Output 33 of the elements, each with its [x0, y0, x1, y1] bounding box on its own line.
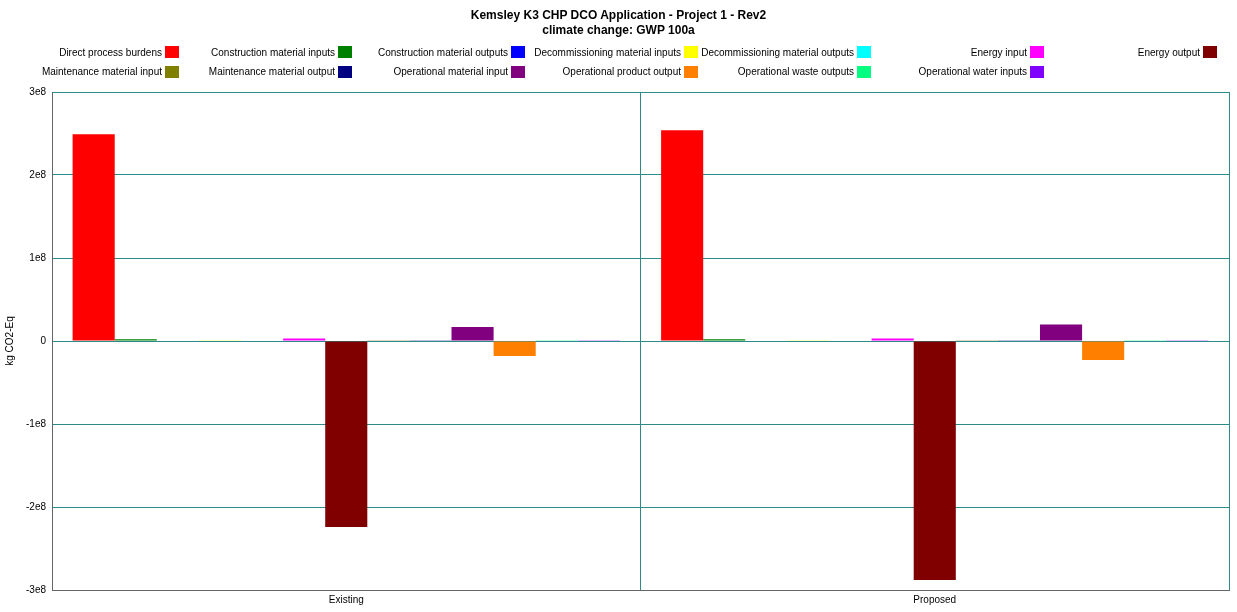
bar: [451, 326, 494, 341]
y-tick-label: 0: [40, 334, 47, 346]
legend-label: Maintenance material input: [41, 66, 162, 78]
bar: [913, 341, 956, 581]
legend-label: Decommissioning material outputs: [701, 46, 854, 58]
chart-subtitle: climate change: GWP 100a: [541, 23, 696, 38]
bar: [661, 130, 704, 341]
legend-label: Operational material input: [393, 66, 508, 78]
legend-label: Decommissioning material inputs: [534, 46, 681, 58]
y-tick-label: 1e8: [29, 251, 47, 263]
legend-label: Operational product output: [562, 66, 681, 78]
legend-label: Direct process burdens: [59, 46, 162, 58]
y-tick-label: -3e8: [26, 583, 47, 595]
legend-label: Energy input: [970, 46, 1027, 58]
bar: [325, 341, 368, 527]
y-tick-label: -1e8: [26, 417, 47, 429]
x-tick-label: Existing: [328, 593, 364, 605]
legend-label: Construction material outputs: [377, 46, 508, 58]
legend-label: Construction material inputs: [211, 46, 335, 58]
legend-label: Energy output: [1137, 46, 1200, 58]
y-tick-label: -2e8: [26, 500, 47, 512]
y-axis-title: kg CO2-Eq: [3, 316, 15, 366]
bar: [1082, 341, 1125, 361]
bar: [1040, 324, 1083, 341]
chart-title: Kemsley K3 CHP DCO Application - Project 1 - Rev2: [469, 8, 768, 23]
bar: [493, 341, 536, 356]
y-tick-label: 3e8: [29, 85, 47, 97]
y-tick-label: 2e8: [29, 168, 47, 180]
bar: [72, 134, 115, 341]
legend-label: Operational waste outputs: [737, 66, 854, 78]
x-tick-label: Proposed: [913, 593, 957, 605]
legend-label: Operational water inputs: [918, 66, 1027, 78]
legend-label: Maintenance material output: [208, 66, 335, 78]
